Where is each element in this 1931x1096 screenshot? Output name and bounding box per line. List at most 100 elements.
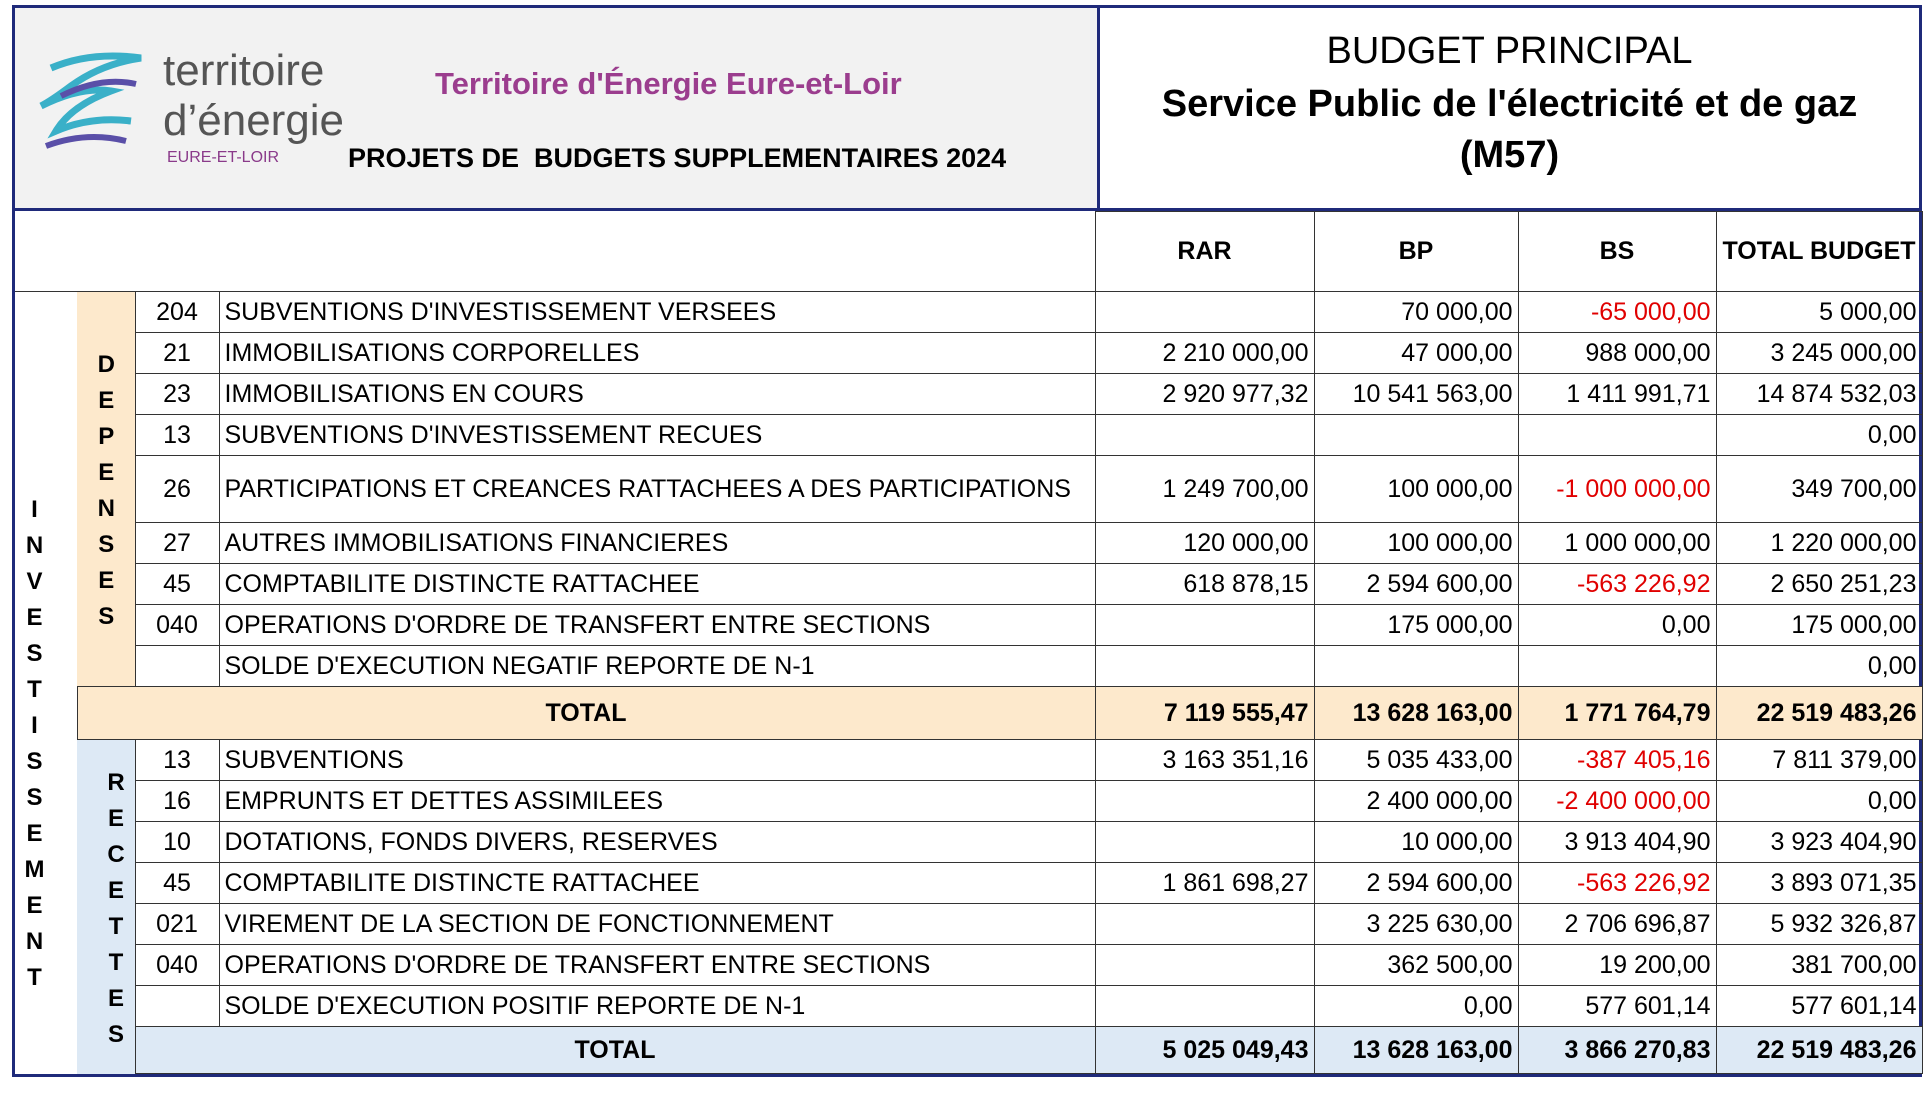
amount — [1094, 944, 1315, 986]
amount: 2 706 696,87 — [1517, 903, 1717, 945]
amount: 100 000,00 — [1313, 522, 1519, 564]
amount: 2 594 600,00 — [1313, 862, 1519, 904]
code: 021 — [134, 903, 220, 945]
amount: 175 000,00 — [1715, 604, 1923, 646]
data-row: 23 IMMOBILISATIONS EN COURS 2 920 977,32 10… — [15, 373, 1923, 415]
data-row: 13 SUBVENTIONS D'INVESTISSEMENT RECUES 0,0… — [15, 414, 1923, 456]
amount: 0,00 — [1715, 414, 1923, 456]
amount: 100 000,00 — [1313, 455, 1519, 523]
code: 23 — [134, 373, 220, 415]
amount: 3 163 351,16 — [1094, 739, 1315, 781]
total-amount: 22 519 483,26 — [1715, 686, 1923, 740]
total-label: TOTAL — [134, 1026, 1096, 1074]
amount: 3 923 404,90 — [1715, 821, 1923, 863]
column-header: RAR — [1094, 211, 1315, 292]
label: COMPTABILITE DISTINCTE RATTACHEE — [218, 862, 1096, 904]
label: IMMOBILISATIONS CORPORELLES — [218, 332, 1096, 374]
code: 16 — [134, 780, 220, 822]
amount: 175 000,00 — [1313, 604, 1519, 646]
data-row: 21 IMMOBILISATIONS CORPORELLES 2 210 000,0… — [15, 332, 1923, 374]
label: SUBVENTIONS D'INVESTISSEMENT VERSEES — [218, 291, 1096, 333]
code: 26 — [134, 455, 220, 523]
code — [134, 645, 220, 687]
label: SOLDE D'EXECUTION NEGATIF REPORTE DE N-1 — [218, 645, 1096, 687]
amount: 988 000,00 — [1517, 332, 1717, 374]
label: AUTRES IMMOBILISATIONS FINANCIERES — [218, 522, 1096, 564]
amount: 5 932 326,87 — [1715, 903, 1923, 945]
code: 21 — [134, 332, 220, 374]
label: EMPRUNTS ET DETTES ASSIMILEES — [218, 780, 1096, 822]
amount: 577 601,14 — [1715, 985, 1923, 1027]
amount: 7 811 379,00 — [1715, 739, 1923, 781]
amount: -1 000 000,00 — [1517, 455, 1717, 523]
header-right: BUDGET PRINCIPAL Service Public de l'éle… — [1100, 8, 1919, 208]
total-amount: 1 771 764,79 — [1517, 686, 1717, 740]
amount — [1094, 780, 1315, 822]
organisation: Territoire d'Énergie Eure-et-Loir — [435, 66, 902, 101]
amount: 1 000 000,00 — [1517, 522, 1717, 564]
logo-swoosh — [39, 52, 142, 139]
code: 204 — [134, 291, 220, 333]
subsection-label: RECETTES — [77, 739, 135, 1074]
amount: 2 400 000,00 — [1313, 780, 1519, 822]
header: territoire d’énergie EURE-ET-LOIR Territ… — [15, 8, 1919, 211]
label: SOLDE D'EXECUTION POSITIF REPORTE DE N-1 — [218, 985, 1096, 1027]
total-amount: 13 628 163,00 — [1313, 1026, 1519, 1074]
amount: 618 878,15 — [1094, 563, 1315, 605]
data-row: 26 PARTICIPATIONS ET CREANCES RATTACHEES … — [15, 455, 1923, 523]
amount: 70 000,00 — [1313, 291, 1519, 333]
amount: 3 893 071,35 — [1715, 862, 1923, 904]
data-row: 10 DOTATIONS, FONDS DIVERS, RESERVES 10 00… — [15, 821, 1923, 863]
amount: 5 035 433,00 — [1313, 739, 1519, 781]
column-header: TOTAL BUDGET — [1715, 211, 1923, 292]
label: DOTATIONS, FONDS DIVERS, RESERVES — [218, 821, 1096, 863]
amount — [1517, 645, 1717, 687]
label: SUBVENTIONS — [218, 739, 1096, 781]
label: OPERATIONS D'ORDRE DE TRANSFERT ENTRE SE… — [218, 944, 1096, 986]
total-amount: 13 628 163,00 — [1313, 686, 1519, 740]
data-row: INVESTISSEMENT DEPENSES 204 SUBVENTIONS D'I… — [15, 291, 1923, 1000]
total-row: TOTAL 7 119 555,47 13 628 163,00 1 771 764,… — [15, 686, 1923, 740]
logo-line: d’énergie — [163, 96, 345, 145]
data-row: 040 OPERATIONS D'ORDRE DE TRANSFERT ENTRE… — [15, 604, 1923, 646]
data-row: 021 VIREMENT DE LA SECTION DE FONCTIONNEM… — [15, 903, 1923, 945]
amount: 362 500,00 — [1313, 944, 1519, 986]
code: 13 — [134, 739, 220, 781]
amount: -387 405,16 — [1517, 739, 1717, 781]
label: PARTICIPATIONS ET CREANCES RATTACHEES A … — [218, 455, 1096, 523]
amount: 1 861 698,27 — [1094, 862, 1315, 904]
section-label: INVESTISSEMENT — [21, 495, 48, 1000]
code: 45 — [134, 862, 220, 904]
budget-table: RAR BP BS TOTAL BUDGET INVESTISSEMENT DEPENSE… — [15, 211, 1923, 1074]
amount: 2 650 251,23 — [1715, 563, 1923, 605]
amount: -2 400 000,00 — [1517, 780, 1717, 822]
logo-icon — [39, 52, 142, 149]
label: OPERATIONS D'ORDRE DE TRANSFERT ENTRE SE… — [218, 604, 1096, 646]
total-amount: 22 519 483,26 — [1715, 1026, 1923, 1074]
amount: -563 226,92 — [1517, 862, 1717, 904]
data-row: 16 EMPRUNTS ET DETTES ASSIMILEES 2 400 000… — [15, 780, 1923, 822]
amount: 10 541 563,00 — [1313, 373, 1519, 415]
amount: -65 000,00 — [1517, 291, 1717, 333]
logo-line: EURE-ET-LOIR — [167, 149, 280, 166]
amount: 3 913 404,90 — [1517, 821, 1717, 863]
data-row: 040 OPERATIONS D'ORDRE DE TRANSFERT ENTRE… — [15, 944, 1923, 986]
amount — [1094, 604, 1315, 646]
amount: 381 700,00 — [1715, 944, 1923, 986]
data-row: SOLDE D'EXECUTION POSITIF REPORTE DE N-1… — [15, 985, 1923, 1027]
amount: 349 700,00 — [1715, 455, 1923, 523]
total-row: TOTAL 5 025 049,43 13 628 163,00 3 866 270,… — [15, 1026, 1923, 1074]
amount: 1 220 000,00 — [1715, 522, 1923, 564]
amount: 47 000,00 — [1313, 332, 1519, 374]
code: (M57) — [1459, 134, 1560, 176]
column-header: BS — [1517, 211, 1717, 292]
logo-text: territoire d’énergie EURE-ET-LOIR — [163, 46, 344, 170]
logo-line: territoire — [163, 46, 325, 95]
label: SUBVENTIONS D'INVESTISSEMENT RECUES — [218, 414, 1096, 456]
page: territoire d’énergie EURE-ET-LOIR Territ… — [12, 5, 1923, 1077]
amount: 120 000,00 — [1094, 522, 1315, 564]
data-row: 45 COMPTABILITE DISTINCTE RATTACHEE 618 87… — [15, 563, 1923, 605]
amount: 3 225 630,00 — [1313, 903, 1519, 945]
subsection-label: DEPENSES — [77, 291, 135, 687]
blank-header — [15, 211, 1095, 292]
